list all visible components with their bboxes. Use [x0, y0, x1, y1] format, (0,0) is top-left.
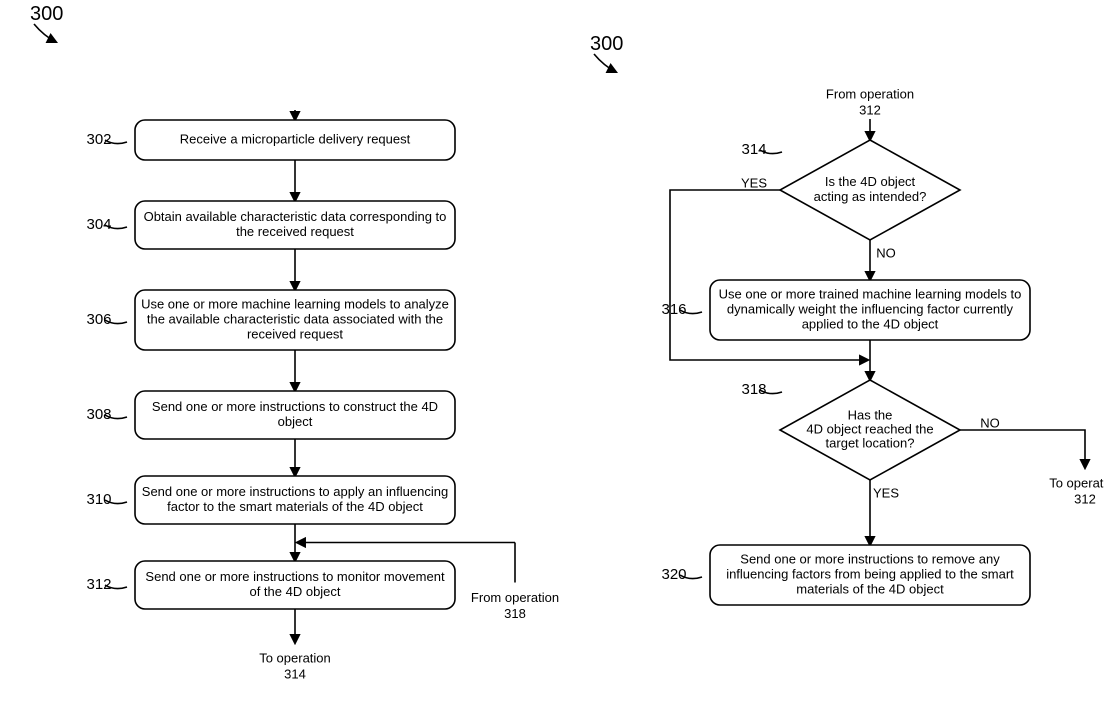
label-text: 318	[504, 606, 526, 621]
label-text: Send one or more instructions to constru…	[152, 399, 438, 414]
ref-310: 310	[86, 491, 111, 508]
label-text: NO	[876, 245, 896, 260]
figure-number: 300	[30, 3, 63, 25]
label-text: target location?	[826, 435, 915, 450]
label-text: object	[278, 414, 313, 429]
ref-304: 304	[86, 216, 111, 233]
label-text: Send one or more instructions to monitor…	[145, 569, 445, 584]
ref-314: 314	[741, 141, 766, 158]
flow-arrow	[34, 24, 56, 42]
label-text: of the 4D object	[249, 584, 340, 599]
ref-312: 312	[86, 576, 111, 593]
ref-316: 316	[661, 301, 686, 318]
label-text: the available characteristic data associ…	[147, 311, 443, 326]
label-text: received request	[247, 326, 343, 341]
label-text: 4D object reached the	[806, 421, 933, 436]
label-text: From operation	[471, 590, 559, 605]
ref-308: 308	[86, 406, 111, 423]
label-text: Obtain available characteristic data cor…	[144, 209, 447, 224]
label-text: 312	[1074, 491, 1096, 506]
label-text: Is the 4D object	[825, 174, 916, 189]
label-text: Send one or more instructions to remove …	[740, 551, 1000, 566]
label-text: 314	[284, 666, 306, 681]
label-text: dynamically weight the influencing facto…	[727, 301, 1014, 316]
figure-number: 300	[590, 33, 623, 55]
label-text: Use one or more machine learning models …	[141, 296, 449, 311]
label-text: materials of the 4D object	[796, 581, 944, 596]
ref-320: 320	[661, 566, 686, 583]
label-text: acting as intended?	[814, 189, 927, 204]
label-text: Receive a microparticle delivery request	[180, 131, 411, 146]
label-text: applied to the 4D object	[802, 316, 939, 331]
label-text: To operation	[1049, 475, 1104, 490]
flow-arrow	[960, 430, 1085, 468]
label-text: Has the	[848, 407, 893, 422]
label-text: the received request	[236, 224, 354, 239]
label-text: YES	[873, 485, 899, 500]
label-text: 312	[859, 102, 881, 117]
label-text: influencing factors from being applied t…	[726, 566, 1014, 581]
label-text: Use one or more trained machine learning…	[719, 286, 1022, 301]
ref-318: 318	[741, 381, 766, 398]
ref-306: 306	[86, 311, 111, 328]
label-text: Send one or more instructions to apply a…	[142, 484, 448, 499]
label-text: From operation	[826, 86, 914, 101]
label-text: YES	[741, 175, 767, 190]
label-text: To operation	[259, 650, 331, 665]
flow-arrow	[594, 54, 616, 72]
label-text: NO	[980, 415, 1000, 430]
label-text: factor to the smart materials of the 4D …	[167, 499, 423, 514]
ref-302: 302	[86, 131, 111, 148]
